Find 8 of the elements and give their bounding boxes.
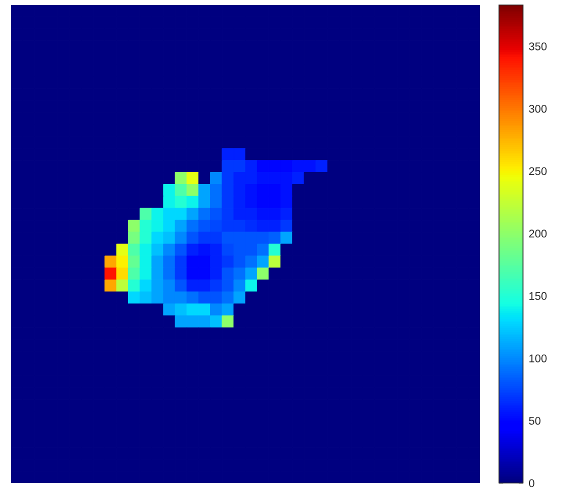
color-bar-label: 350 [528,42,547,50]
color-bar-label: 50 [529,416,540,425]
color-bar-label: 100 [529,354,547,362]
color-bar-label: 150 [529,292,547,300]
color-bar-label: 200 [529,230,547,238]
color-bar-label: 250 [529,167,547,176]
color-bar-label: 0 [528,479,534,488]
color-bar-label: 300 [528,104,547,113]
